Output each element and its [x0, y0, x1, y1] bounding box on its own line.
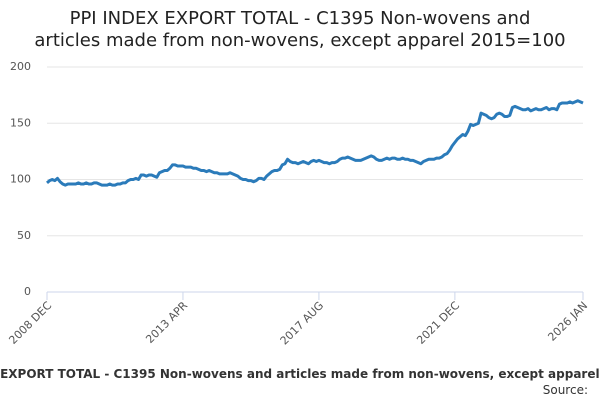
chart-title: articles made from non-wovens, except ap…: [34, 30, 565, 51]
chart-title: PPI INDEX EXPORT TOTAL - C1395 Non-woven…: [70, 8, 531, 29]
y-tick-label: 200: [10, 60, 31, 73]
source: Source:: [543, 383, 588, 397]
y-tick-label: 100: [10, 173, 31, 186]
y-tick-label: 150: [10, 116, 31, 129]
x-tick-label: 2021 DEC: [414, 299, 462, 347]
x-tick-label: 2017 AUG: [278, 299, 327, 348]
series-line: [46, 99, 584, 187]
caption: PPI INDEX EXPORT TOTAL - C1395 Non-woven…: [0, 367, 600, 381]
y-tick-label: 50: [17, 229, 31, 242]
x-tick-label: 2008 DEC: [6, 299, 54, 347]
x-tick-label: 2026 JAN: [545, 299, 590, 344]
x-tick-label: 2013 APR: [143, 299, 190, 346]
y-tick-label: 0: [24, 285, 31, 298]
